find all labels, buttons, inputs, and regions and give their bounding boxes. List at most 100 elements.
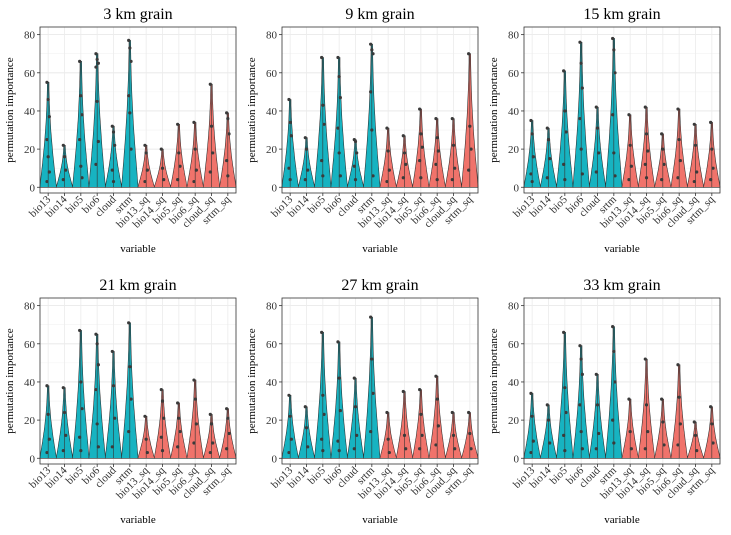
data-point [564,130,568,134]
data-point [322,412,326,416]
data-point [303,178,307,182]
data-point [227,132,231,136]
data-point [304,147,309,151]
data-point [226,174,230,178]
data-point [436,149,440,153]
y-tick-label: 40 [266,377,278,389]
y-tick-label: 80 [24,30,36,42]
data-point [662,162,666,166]
y-tick-label: 60 [24,339,36,351]
data-point [353,405,358,409]
y-axis-label: permutation importance [246,57,258,162]
data-point [371,174,375,178]
data-point [143,414,147,418]
data-point [225,111,229,115]
data-point [303,136,307,140]
data-point [660,132,664,136]
y-tick-label: 60 [508,68,520,80]
data-point [143,143,147,147]
data-point [208,82,212,86]
data-point [369,429,373,434]
data-point [225,407,229,411]
panel-6: 33 km grain020406080bio13bio14bio5bio6cl… [488,277,721,526]
panel-border [523,297,721,465]
panel-title: 9 km grain [345,6,414,23]
data-point [178,164,182,168]
data-point [692,179,696,184]
y-axis-label: permutation importance [246,328,258,433]
data-point [127,429,131,434]
data-point [337,449,341,453]
data-point [225,158,229,163]
data-point [162,416,166,420]
data-point [530,179,534,184]
data-point [159,147,163,151]
data-point [128,46,132,50]
data-point [369,42,373,46]
data-point [288,414,292,418]
data-point [612,441,616,445]
data-point [546,137,551,142]
data-point [711,441,715,445]
data-point [162,178,166,182]
data-point [78,137,82,142]
data-point [80,113,84,117]
data-point [227,431,231,436]
data-point [451,433,456,437]
data-point [46,97,50,102]
data-point [562,162,566,166]
y-tick-label: 80 [266,301,278,313]
y-tick-label: 80 [24,301,36,313]
y-tick-label: 20 [508,415,520,427]
data-point [226,116,230,121]
y-tick-label: 80 [508,301,520,313]
data-point [580,172,584,176]
data-point [451,143,456,147]
data-point [46,155,50,159]
data-point [209,422,214,426]
data-point [646,149,650,153]
data-point [145,450,149,455]
data-point [643,162,647,166]
data-point [643,357,647,361]
y-tick-label: 40 [24,106,36,118]
data-point [450,410,454,415]
data-point [435,136,439,140]
data-point [545,403,549,407]
data-point [678,422,682,426]
data-point [178,429,182,434]
data-point [467,168,471,172]
y-axis-label: permutation importance [488,57,500,162]
panel-title: 33 km grain [583,277,660,294]
data-point [453,447,457,451]
plot-background [282,298,478,464]
data-point [548,441,552,445]
data-point [611,113,615,117]
data-point [450,116,454,121]
data-point [419,132,423,136]
data-point [110,168,114,172]
data-point [370,128,374,132]
data-point [643,447,647,451]
y-axis-label: permutation importance [4,57,16,162]
data-point [420,145,424,149]
data-point [287,393,291,397]
data-point [321,103,325,107]
y-tick-label: 0 [30,453,36,465]
data-point [678,158,682,163]
data-point [353,178,358,182]
data-point [530,414,534,418]
data-point [94,387,98,392]
y-tick-label: 20 [24,415,36,427]
data-point [113,143,117,147]
data-point [579,61,583,65]
data-point [530,132,534,136]
data-point [320,437,324,441]
data-point [338,408,342,413]
plot-background [524,27,720,193]
data-point [562,330,566,334]
data-point [434,443,438,447]
data-point [531,439,535,443]
y-tick-label: 0 [272,453,278,465]
data-point [96,139,100,144]
